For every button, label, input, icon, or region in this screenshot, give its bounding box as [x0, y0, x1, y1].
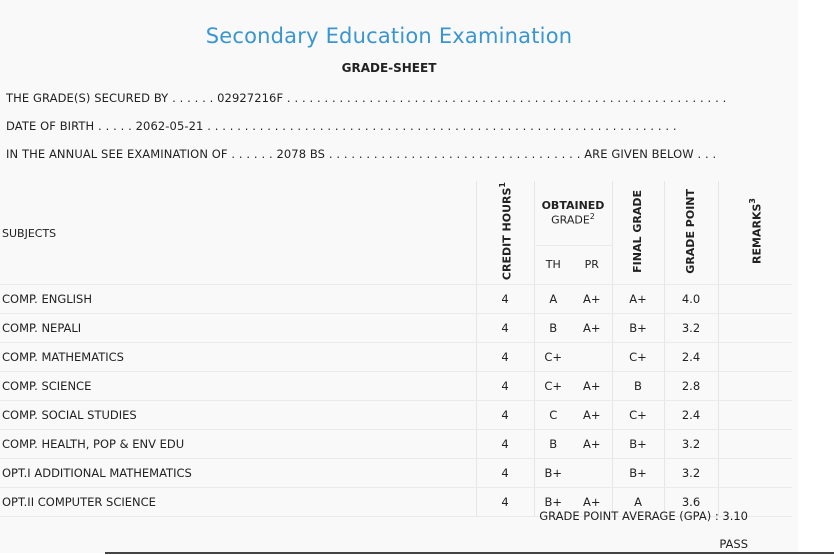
th-grade-cell: C: [533, 400, 572, 431]
grade-point-header: GRADE POINT: [663, 181, 718, 286]
th-grade-cell: B+: [533, 458, 572, 489]
bottom-divider: [105, 552, 834, 554]
remarks-cell: [717, 458, 792, 489]
th-grade-cell: C+: [533, 371, 572, 402]
page-margin: [798, 0, 834, 555]
table-header-row: SUBJECTS CREDIT HOURS1 OBTAINED GRADE2 F…: [0, 181, 792, 286]
final-grade-cell: C+: [611, 400, 664, 431]
remarks-cell: [717, 313, 792, 344]
grade-point-cell: 2.4: [663, 342, 718, 373]
th-grade-cell: B+: [533, 487, 572, 518]
subject-cell: COMP. SCIENCE: [0, 371, 476, 402]
final-grade-header: FINAL GRADE: [611, 181, 664, 286]
sheet-subtitle: GRADE-SHEET: [341, 61, 437, 75]
remarks-cell: [717, 400, 792, 431]
credit-hours-header: CREDIT HOURS1: [475, 181, 534, 286]
table-row: COMP. ENGLISH 4 A A+ A+ 4.0: [0, 284, 792, 315]
final-grade-cell: A+: [611, 284, 664, 315]
grade-point-cell: 2.4: [663, 400, 718, 431]
remarks-cell: [717, 429, 792, 460]
remarks-cell: [717, 284, 792, 315]
table-row: COMP. SCIENCE 4 C+ A+ B 2.8: [0, 371, 792, 402]
final-grade-cell: A: [611, 487, 664, 518]
credit-hours-cell: 4: [475, 371, 534, 402]
credit-hours-cell: 4: [475, 400, 534, 431]
th-grade-cell: B: [533, 313, 572, 344]
table-subheader-row: TH PR: [0, 245, 792, 286]
table-row: COMP. HEALTH, POP & ENV EDU 4 B A+ B+ 3.2: [0, 429, 792, 460]
subject-cell: COMP. NEPALI: [0, 313, 476, 344]
table-row: COMP. MATHEMATICS 4 C+ C+ 2.4: [0, 342, 792, 373]
th-header: TH: [533, 245, 572, 286]
obtained-grade-header: OBTAINED GRADE2: [533, 181, 612, 246]
final-grade-cell: B+: [611, 313, 664, 344]
table-row: OPT.I ADDITIONAL MATHEMATICS 4 B+ B+ 3.2: [0, 458, 792, 489]
subject-cell: COMP. SOCIAL STUDIES: [0, 400, 476, 431]
pr-grade-cell: [572, 342, 612, 373]
credit-hours-cell: 4: [475, 313, 534, 344]
grade-sheet: Secondary Education Examination GRADE-SH…: [0, 24, 792, 551]
table-row: OPT.II COMPUTER SCIENCE 4 B+ A+ A 3.6: [0, 487, 792, 518]
pr-grade-cell: A+: [572, 371, 612, 402]
grade-point-cell: 3.2: [663, 313, 718, 344]
pr-grade-cell: A+: [572, 313, 612, 344]
pr-grade-cell: [572, 458, 612, 489]
final-grade-cell: B+: [611, 429, 664, 460]
pr-grade-cell: A+: [572, 400, 612, 431]
grade-point-cell: 4.0: [663, 284, 718, 315]
gpa-value: GRADE POINT AVERAGE (GPA) : 3.10: [539, 509, 748, 523]
grade-point-cell: 3.6: [663, 487, 718, 518]
grades-table: SUBJECTS CREDIT HOURS1 OBTAINED GRADE2 F…: [0, 181, 792, 518]
date-of-birth-line: DATE OF BIRTH . . . . . 2062-05-21 . . .…: [6, 119, 677, 133]
grade-point-cell: 3.2: [663, 429, 718, 460]
subject-cell: OPT.I ADDITIONAL MATHEMATICS: [0, 458, 476, 489]
table-row: COMP. NEPALI 4 B A+ B+ 3.2: [0, 313, 792, 344]
exam-title: Secondary Education Examination: [205, 24, 573, 48]
subject-cell: OPT.II COMPUTER SCIENCE: [0, 487, 476, 518]
final-grade-cell: B: [611, 371, 664, 402]
remarks-header: REMARKS3: [717, 181, 792, 286]
remarks-cell: [717, 371, 792, 402]
credit-hours-cell: 4: [475, 342, 534, 373]
credit-hours-cell: 4: [475, 458, 534, 489]
credit-hours-cell: 4: [475, 487, 534, 518]
pr-grade-cell: A+: [572, 284, 612, 315]
final-grade-cell: C+: [611, 342, 664, 373]
credit-hours-cell: 4: [475, 429, 534, 460]
pr-grade-cell: A+: [572, 429, 612, 460]
subject-cell: COMP. HEALTH, POP & ENV EDU: [0, 429, 476, 460]
result-status: PASS: [719, 537, 748, 551]
remarks-cell: [717, 487, 792, 518]
table-row: COMP. SOCIAL STUDIES 4 C A+ C+ 2.4: [0, 400, 792, 431]
grade-point-cell: 3.2: [663, 458, 718, 489]
subject-cell: COMP. ENGLISH: [0, 284, 476, 315]
remarks-cell: [717, 342, 792, 373]
examination-line: IN THE ANNUAL SEE EXAMINATION OF . . . .…: [6, 147, 717, 161]
subject-cell: COMP. MATHEMATICS: [0, 342, 476, 373]
pr-grade-cell: A+: [572, 487, 612, 518]
th-grade-cell: A: [533, 284, 572, 315]
symbol-number-line: THE GRADE(S) SECURED BY . . . . . . 0292…: [6, 91, 727, 105]
grade-point-cell: 2.8: [663, 371, 718, 402]
final-grade-cell: B+: [611, 458, 664, 489]
pr-header: PR: [572, 245, 612, 286]
th-grade-cell: C+: [533, 342, 572, 373]
subjects-header: SUBJECTS: [0, 181, 476, 286]
credit-hours-cell: 4: [475, 284, 534, 315]
th-grade-cell: B: [533, 429, 572, 460]
